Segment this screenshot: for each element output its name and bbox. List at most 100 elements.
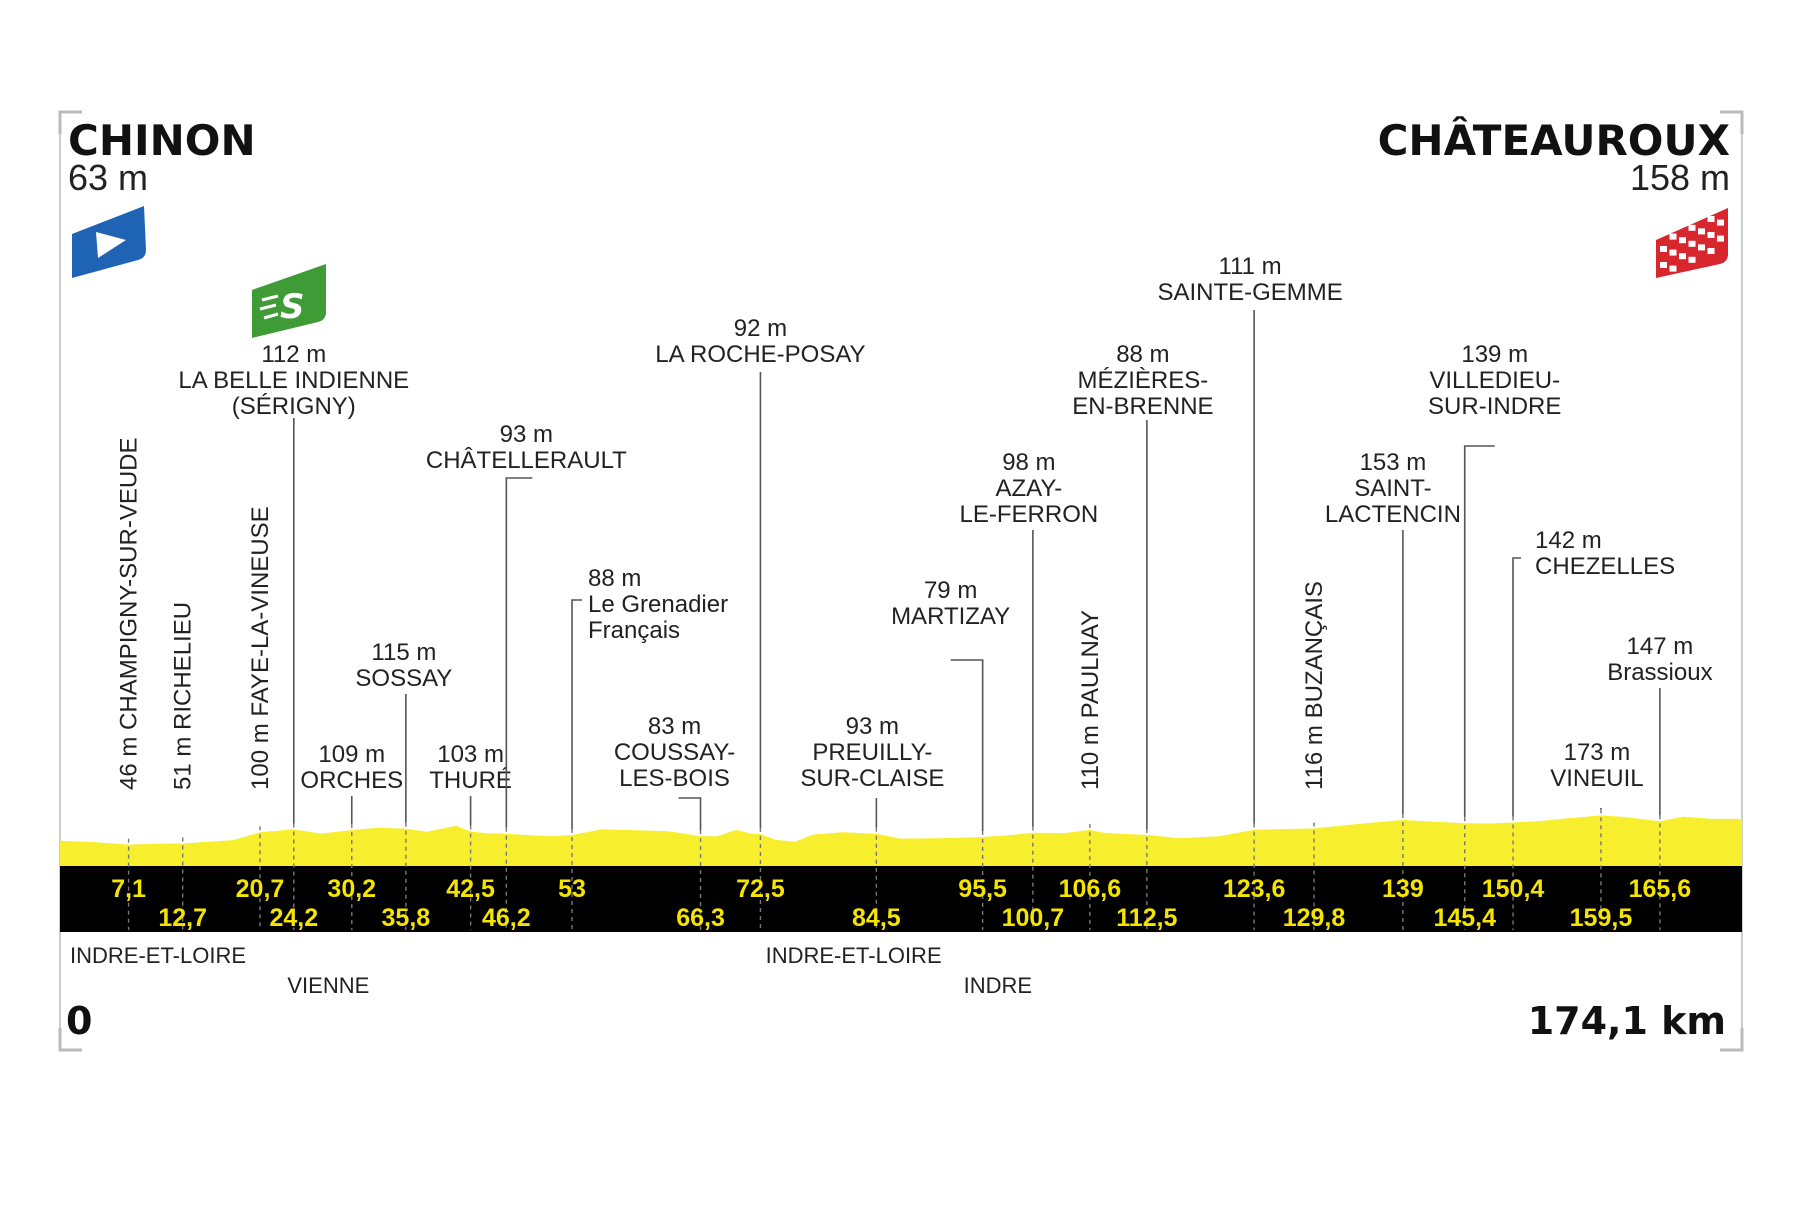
waypoint-label: CHÂTELLERAULT (426, 447, 627, 474)
finish-checkered-flag-icon (1656, 208, 1728, 278)
waypoint-label: Brassioux (1607, 659, 1712, 686)
finish-flag-check (1669, 233, 1677, 240)
waypoint-leader (1463, 445, 1495, 818)
waypoint-leader (678, 797, 702, 831)
waypoint-label: 142 m (1535, 527, 1602, 554)
waypoint-label: LE-FERRON (960, 501, 1099, 528)
waypoint-label: 93 m (500, 421, 553, 448)
km-label: 42,5 (446, 875, 495, 903)
km-label: 95,5 (958, 875, 1007, 903)
region-label: INDRE (964, 973, 1032, 998)
waypoint-label: 103 m (437, 741, 504, 768)
waypoint-label: THURÉ (429, 767, 512, 794)
waypoint-label: MARTIZAY (891, 603, 1010, 630)
km-label: 7,1 (111, 875, 146, 903)
km-label: 129,8 (1283, 904, 1346, 932)
waypoint-label: 153 m (1360, 449, 1427, 476)
km-label: 123,6 (1223, 875, 1286, 903)
waypoint-label: COUSSAY- (614, 739, 735, 766)
waypoint-label: MÉZIÈRES- (1078, 367, 1209, 394)
waypoint-label: EN-BRENNE (1072, 393, 1213, 420)
frame-corner-bottom-left (58, 1028, 82, 1052)
km-label: 35,8 (382, 904, 431, 932)
waypoint-label: PREUILLY- (812, 739, 932, 766)
waypoint-label: LES-BOIS (619, 765, 730, 792)
waypoint-label: SOSSAY (355, 665, 452, 692)
region-label: INDRE-ET-LOIRE (70, 943, 246, 968)
region-label: INDRE-ET-LOIRE (766, 943, 942, 968)
km-band (60, 866, 1742, 932)
waypoint-label: 51 m RICHELIEU (170, 602, 197, 790)
finish-flag-check (1660, 246, 1667, 252)
waypoint-label: SAINTE-GEMME (1157, 279, 1342, 306)
km-label: 84,5 (852, 904, 901, 932)
finish-flag-check (1717, 219, 1724, 226)
waypoint-label: 112 m (261, 341, 326, 368)
waypoint-leader (571, 599, 583, 829)
start-flag-icon (72, 206, 146, 278)
waypoint-label: VINEUIL (1550, 765, 1643, 792)
waypoint-label: LACTENCIN (1325, 501, 1461, 528)
waypoint-label: 139 m (1461, 341, 1528, 368)
finish-flag-check (1707, 216, 1715, 222)
km-label: 12,7 (158, 904, 207, 932)
finish-flag-check (1669, 249, 1677, 256)
frame-corner-bottom-right (1720, 1028, 1744, 1052)
km-label: 72,5 (736, 875, 785, 903)
waypoint-label: 46 m CHAMPIGNY-SUR-VEUDE (116, 437, 143, 790)
finish-flag-check (1698, 244, 1705, 251)
waypoint-label: ORCHES (300, 767, 403, 794)
finish-flag-check (1669, 265, 1677, 272)
frame-corner-top-left (58, 110, 82, 134)
waypoint-label: 88 m (1116, 341, 1169, 368)
km-label: 150,4 (1482, 875, 1545, 903)
distance-start-label: 0 (66, 999, 92, 1043)
km-label: 106,6 (1059, 875, 1122, 903)
waypoint-label: CHEZELLES (1535, 553, 1675, 580)
finish-flag-check (1688, 240, 1696, 247)
elevation-profile-area (60, 815, 1742, 866)
km-label: 159,5 (1570, 904, 1633, 932)
svg-text:S: S (280, 287, 305, 327)
km-label: 20,7 (236, 875, 285, 903)
waypoint-leader (505, 477, 533, 828)
waypoint-leader (1512, 557, 1522, 817)
finish-city-name: CHÂTEAUROUX (1378, 115, 1730, 165)
waypoint-label: Le Grenadier (588, 591, 728, 618)
waypoint-label: (SÉRIGNY) (232, 393, 356, 420)
km-label: 139 (1382, 875, 1424, 903)
km-label: 100,7 (1002, 904, 1065, 932)
finish-flag-check (1679, 253, 1686, 260)
km-label: 66,3 (676, 904, 725, 932)
waypoint-label: 109 m (318, 741, 385, 768)
waypoint-label: SUR-CLAISE (800, 765, 944, 792)
km-label: 165,6 (1629, 875, 1692, 903)
start-city-name: CHINON (68, 116, 256, 165)
waypoint-label: 79 m (924, 577, 977, 604)
waypoint-label: LA BELLE INDIENNE (178, 367, 409, 394)
finish-flag-check (1707, 248, 1715, 254)
waypoint-label: Français (588, 617, 680, 644)
waypoint-label: AZAY- (996, 475, 1063, 502)
waypoint-label: 93 m (846, 713, 899, 740)
finish-flag-check (1717, 235, 1724, 242)
finish-flag-check (1688, 224, 1696, 231)
finish-flag-check (1707, 232, 1715, 238)
waypoint-label: VILLEDIEU- (1429, 367, 1560, 394)
waypoint-label: 100 m FAYE-LA-VINEUSE (247, 506, 274, 790)
waypoint-label: 147 m (1627, 633, 1694, 660)
waypoint-label: 110 m PAULNAY (1077, 610, 1104, 790)
km-label: 24,2 (269, 904, 318, 932)
waypoint-label: SAINT- (1354, 475, 1431, 502)
waypoint-label: 92 m (734, 315, 787, 342)
km-label: 145,4 (1433, 904, 1496, 932)
waypoint-leader (950, 659, 984, 832)
waypoint-label: 116 m BUZANÇAIS (1301, 581, 1328, 790)
finish-flag-check (1679, 237, 1686, 244)
waypoint-label: LA ROCHE-POSAY (655, 341, 865, 368)
region-label: VIENNE (287, 973, 369, 998)
intermediate-sprint-icon: S (252, 264, 326, 338)
waypoint-label: 83 m (648, 713, 701, 740)
waypoint-label: 88 m (588, 565, 641, 592)
waypoint-label: 173 m (1564, 739, 1631, 766)
